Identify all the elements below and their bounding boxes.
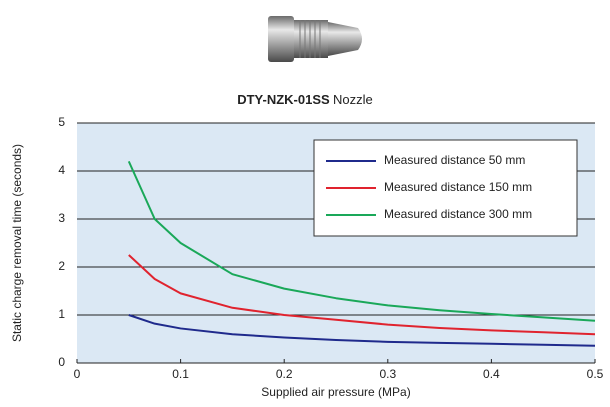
line-series — [127, 160, 596, 322]
legend-label: Measured distance 300 mm — [384, 207, 532, 221]
y-tick-label: 1 — [58, 307, 65, 321]
y-axis-label: Static charge removal time (seconds) — [10, 144, 24, 342]
y-tick-label: 5 — [58, 115, 65, 129]
nozzle-image — [268, 16, 362, 62]
x-tick-label: 0.3 — [379, 367, 396, 381]
line-series — [128, 254, 596, 336]
legend-label: Measured distance 150 mm — [384, 180, 532, 194]
x-tick-label: 0.1 — [172, 367, 189, 381]
line-series — [128, 314, 596, 347]
chart-title: DTY-NZK-01SS Nozzle — [237, 92, 373, 107]
y-tick-label: 0 — [58, 355, 65, 369]
x-axis-label: Supplied air pressure (MPa) — [261, 385, 410, 399]
y-tick-label: 3 — [58, 211, 65, 225]
y-tick-label: 2 — [58, 259, 65, 273]
x-tick-label: 0.4 — [483, 367, 500, 381]
x-tick-label: 0 — [74, 367, 81, 381]
title-model: DTY-NZK-01SS — [237, 92, 330, 107]
title-text: Nozzle — [333, 92, 373, 107]
legend-label: Measured distance 50 mm — [384, 153, 525, 167]
x-tick-label: 0.5 — [587, 367, 604, 381]
x-tick-label: 0.2 — [276, 367, 293, 381]
y-tick-label: 4 — [58, 163, 65, 177]
